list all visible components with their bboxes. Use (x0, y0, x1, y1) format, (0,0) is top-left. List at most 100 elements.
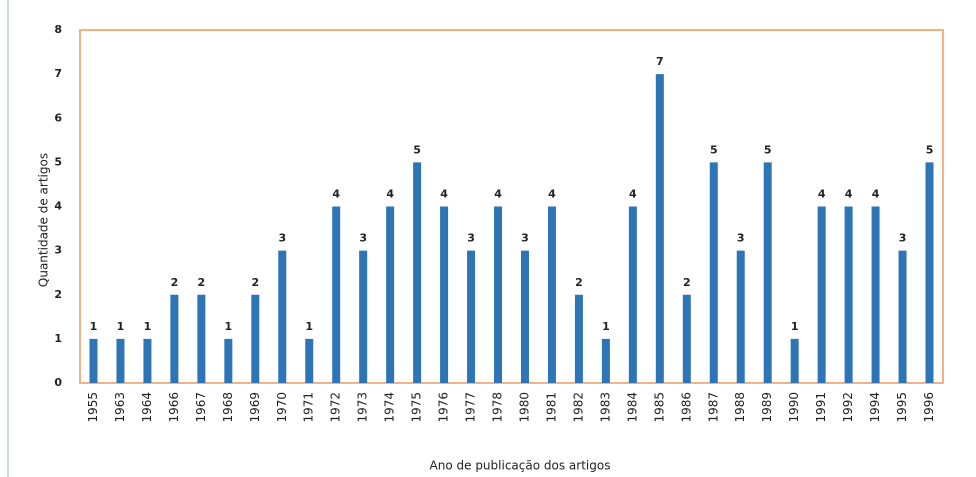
x-tick-label: 1992 (841, 392, 855, 423)
value-label: 3 (278, 232, 286, 245)
value-label: 5 (413, 143, 421, 156)
x-tick-label: 1963 (113, 392, 127, 423)
x-tick-label: 1991 (814, 392, 828, 423)
bar (628, 206, 637, 383)
x-tick-label: 1986 (679, 392, 693, 423)
value-label: 5 (926, 143, 934, 156)
y-tick-label: 0 (54, 376, 62, 389)
bar (332, 206, 341, 383)
bar (278, 250, 287, 383)
bar (467, 250, 476, 383)
x-tick-label: 1975 (410, 392, 424, 423)
value-label: 5 (710, 143, 718, 156)
bar (655, 74, 664, 383)
x-tick-label: 1970 (275, 392, 289, 423)
bar (682, 294, 691, 383)
bar (143, 338, 152, 383)
bar (116, 338, 125, 383)
x-tick-label: 1971 (302, 392, 316, 423)
bar (898, 250, 907, 383)
bar (494, 206, 503, 383)
value-label: 2 (575, 276, 583, 289)
value-label: 1 (90, 320, 98, 333)
bar (386, 206, 395, 383)
y-tick-label: 5 (54, 155, 62, 168)
x-tick-label: 1973 (356, 392, 370, 423)
x-tick-label: 1967 (194, 392, 208, 423)
y-tick-label: 7 (54, 67, 62, 80)
value-label: 3 (899, 232, 907, 245)
y-tick-label: 1 (54, 332, 62, 345)
bar (601, 338, 610, 383)
value-label: 4 (332, 188, 340, 201)
bar (89, 338, 98, 383)
x-tick-label: 1996 (922, 392, 936, 423)
x-tick-label: 1978 (491, 392, 505, 423)
x-tick-label: 1989 (760, 392, 774, 423)
value-label: 2 (171, 276, 179, 289)
value-label: 1 (305, 320, 313, 333)
bar (871, 206, 880, 383)
bar (359, 250, 368, 383)
x-tick-label: 1987 (706, 392, 720, 423)
x-tick-label: 1981 (544, 392, 558, 423)
bar (440, 206, 449, 383)
x-tick-label: 1994 (868, 392, 882, 423)
value-label: 1 (117, 320, 125, 333)
bar (197, 294, 206, 383)
x-tick-label: 1969 (248, 392, 262, 423)
bar (763, 162, 772, 383)
value-label: 7 (656, 55, 664, 68)
value-label: 3 (467, 232, 475, 245)
bar (925, 162, 934, 383)
y-tick-label: 8 (54, 23, 62, 36)
y-axis-label: Quantidade de artigos (37, 153, 51, 287)
x-tick-label: 1995 (895, 392, 909, 423)
bar (709, 162, 718, 383)
value-label: 4 (629, 188, 637, 201)
value-label: 4 (494, 188, 502, 201)
bar (305, 338, 314, 383)
x-tick-label: 1976 (437, 392, 451, 423)
bar (790, 338, 799, 383)
bar (251, 294, 260, 383)
bar (413, 162, 422, 383)
value-label: 2 (683, 276, 691, 289)
value-label: 4 (872, 188, 880, 201)
value-label: 4 (440, 188, 448, 201)
x-tick-label: 1983 (598, 392, 612, 423)
value-label: 4 (845, 188, 853, 201)
value-label: 4 (548, 188, 556, 201)
value-label: 1 (791, 320, 799, 333)
value-label: 3 (737, 232, 745, 245)
value-label: 4 (818, 188, 826, 201)
value-label: 4 (386, 188, 394, 201)
x-tick-label: 1972 (329, 392, 343, 423)
bar (224, 338, 233, 383)
bar (170, 294, 179, 383)
bar (574, 294, 583, 383)
value-label: 1 (602, 320, 610, 333)
value-label: 3 (359, 232, 367, 245)
x-tick-label: 1984 (625, 392, 639, 423)
y-tick-label: 2 (54, 288, 62, 301)
x-tick-label: 1964 (140, 392, 154, 423)
value-label: 2 (251, 276, 259, 289)
value-label: 2 (198, 276, 206, 289)
value-label: 1 (144, 320, 152, 333)
bar (736, 250, 745, 383)
x-axis-label: Ano de publicação dos artigos (430, 459, 611, 473)
value-label: 1 (225, 320, 233, 333)
bar (547, 206, 556, 383)
x-tick-label: 1985 (652, 392, 666, 423)
x-tick-label: 1980 (517, 392, 531, 423)
y-tick-label: 4 (54, 200, 62, 213)
value-label: 3 (521, 232, 529, 245)
bar (520, 250, 529, 383)
x-tick-label: 1968 (221, 392, 235, 423)
x-tick-label: 1988 (733, 392, 747, 423)
bar (844, 206, 853, 383)
x-tick-label: 1974 (383, 392, 397, 423)
